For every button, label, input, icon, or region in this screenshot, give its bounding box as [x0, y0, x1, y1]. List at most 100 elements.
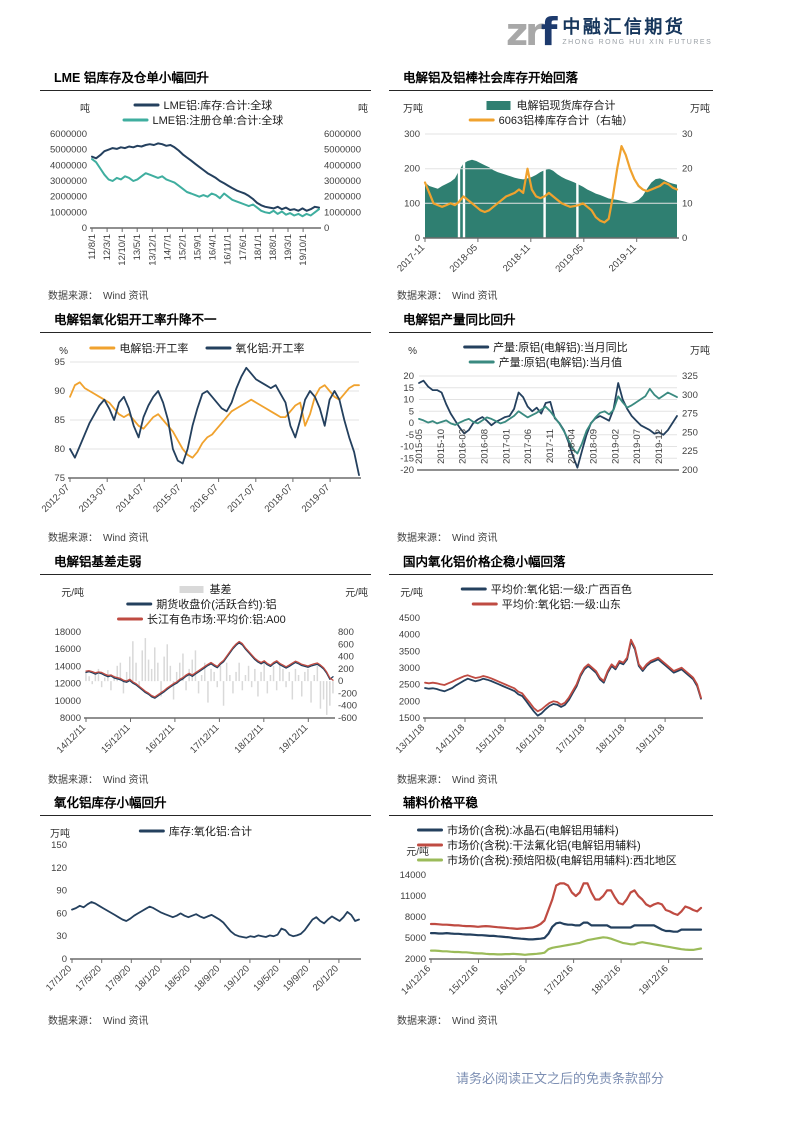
svg-text:600: 600	[338, 639, 354, 650]
svg-text:6000000: 6000000	[324, 129, 361, 140]
panel-alumina-price: 国内氧化铝价格企稳小幅回落 1500 2000 2500 3000 3500 4000 45…	[389, 554, 713, 786]
svg-text:-400: -400	[338, 701, 357, 712]
svg-text:10000: 10000	[55, 696, 81, 707]
source-label: 数据来源：	[48, 775, 98, 786]
svg-text:16/12/11: 16/12/11	[144, 722, 177, 755]
svg-text:产量:原铝(电解铝):当月值: 产量:原铝(电解铝):当月值	[499, 355, 622, 369]
source-label: 数据来源：	[397, 533, 447, 544]
svg-text:3500: 3500	[399, 646, 420, 657]
svg-text:300: 300	[682, 390, 698, 401]
company-logo: zrf 中融汇信期货 ZHONG RONG HUI XIN FUTURES	[506, 13, 712, 51]
logo-text: 中融汇信期货 ZHONG RONG HUI XIN FUTURES	[562, 14, 712, 46]
data-source: 数据来源： Wind 资讯	[40, 529, 371, 544]
svg-text:2017-06: 2017-06	[523, 429, 534, 464]
source-value: Wind 资讯	[103, 533, 149, 544]
source-label: 数据来源：	[48, 291, 98, 302]
svg-text:市场价(含税):冰晶石(电解铝用辅料): 市场价(含税):冰晶石(电解铝用辅料)	[447, 823, 619, 837]
svg-text:3000000: 3000000	[324, 176, 361, 187]
svg-text:16000: 16000	[55, 644, 81, 655]
company-name-cn: 中融汇信期货	[562, 17, 686, 37]
title-divider	[389, 815, 713, 816]
svg-text:12/10/1: 12/10/1	[117, 234, 128, 266]
svg-text:长江有色市场:平均价:铝:A00: 长江有色市场:平均价:铝:A00	[147, 612, 286, 626]
svg-text:18/9/20: 18/9/20	[192, 963, 222, 993]
svg-text:19/12/11: 19/12/11	[277, 722, 310, 755]
svg-text:4000000: 4000000	[50, 160, 87, 171]
svg-text:3000000: 3000000	[50, 176, 87, 187]
svg-text:800: 800	[338, 627, 354, 638]
svg-text:10: 10	[682, 198, 693, 209]
chart-operating-rate: 75 80 85 90 95 2012-07 2013-07 2014-07 2015-07 20…	[40, 338, 371, 526]
svg-text:200: 200	[404, 164, 420, 175]
svg-text:LME铝:注册仓单:合计:全球: LME铝:注册仓单:合计:全球	[153, 113, 284, 127]
svg-text:2015-05: 2015-05	[414, 429, 425, 464]
svg-text:14/12/11: 14/12/11	[55, 722, 88, 755]
svg-text:16/4/1: 16/4/1	[208, 234, 219, 260]
svg-text:15/11/18: 15/11/18	[474, 722, 507, 755]
source-value: Wind 资讯	[452, 291, 498, 302]
svg-text:250: 250	[682, 427, 698, 438]
svg-text:2017-01: 2017-01	[501, 429, 512, 464]
chart-auxiliary-price: 2000 5000 8000 11000 14000 14/12/16 15/12/16 16…	[389, 821, 713, 1009]
svg-text:3000: 3000	[399, 663, 420, 674]
svg-text:-10: -10	[400, 442, 414, 453]
panel-lme-inventory: LME 铝库存及仓单小幅回升 0 1000000 2000000 3000000 400…	[40, 70, 371, 302]
svg-text:5000: 5000	[405, 933, 426, 944]
svg-text:18/12/11: 18/12/11	[232, 722, 265, 755]
svg-text:19/9/20: 19/9/20	[281, 963, 311, 993]
svg-text:30: 30	[56, 931, 67, 942]
svg-text:4500: 4500	[399, 613, 420, 624]
panel-alumina-inventory: 氧化铝库存小幅回升 0 30 60 90 120 150 17/1/20 17/5/20 17/…	[40, 795, 371, 1027]
svg-text:0: 0	[324, 223, 329, 234]
svg-text:万吨: 万吨	[403, 102, 423, 115]
svg-text:2019-07: 2019-07	[300, 482, 332, 514]
svg-text:2017-11: 2017-11	[545, 429, 556, 463]
svg-text:0: 0	[415, 233, 420, 244]
source-value: Wind 资讯	[452, 775, 498, 786]
svg-text:2018-11: 2018-11	[501, 242, 533, 274]
svg-text:15/2/1: 15/2/1	[178, 234, 189, 260]
logo-zr: zr	[506, 10, 544, 54]
svg-text:5: 5	[409, 406, 414, 417]
svg-text:-200: -200	[338, 688, 357, 699]
svg-text:LME铝:库存:合计:全球: LME铝:库存:合计:全球	[164, 98, 273, 112]
svg-text:元/吨: 元/吨	[406, 845, 429, 858]
svg-text:19/10/1: 19/10/1	[298, 234, 309, 266]
svg-text:2015-10: 2015-10	[436, 429, 447, 464]
svg-text:150: 150	[51, 840, 67, 851]
svg-text:电解铝现货库存合计: 电解铝现货库存合计	[517, 98, 616, 112]
svg-text:1000000: 1000000	[50, 207, 87, 218]
chart-title: 电解铝基差走弱	[54, 555, 142, 569]
svg-text:13/5/1: 13/5/1	[132, 234, 143, 260]
svg-text:2017-07: 2017-07	[225, 482, 257, 514]
svg-text:225: 225	[682, 446, 698, 457]
svg-text:库存:氧化铝:合计: 库存:氧化铝:合计	[169, 824, 252, 838]
svg-text:18/11/18: 18/11/18	[594, 722, 627, 755]
svg-text:17/6/1: 17/6/1	[238, 234, 249, 260]
svg-text:19/12/16: 19/12/16	[637, 963, 671, 997]
chart-title: 电解铝产量同比回升	[403, 313, 516, 327]
data-source: 数据来源： Wind 资讯	[389, 771, 713, 786]
svg-text:16/11/18: 16/11/18	[514, 722, 547, 755]
chart-alumina-price: 1500 2000 2500 3000 3500 4000 4500 13/11/18 14/1…	[389, 580, 713, 768]
svg-text:120: 120	[51, 863, 67, 874]
svg-text:元/吨: 元/吨	[61, 586, 84, 599]
data-source: 数据来源： Wind 资讯	[40, 771, 371, 786]
svg-text:8000: 8000	[60, 713, 81, 724]
svg-text:17/1/20: 17/1/20	[44, 963, 74, 993]
svg-text:18/1/1: 18/1/1	[253, 234, 264, 260]
svg-text:400: 400	[338, 652, 354, 663]
chart-title: LME 铝库存及仓单小幅回升	[54, 71, 209, 85]
svg-text:2000: 2000	[405, 954, 426, 965]
svg-text:万吨: 万吨	[50, 827, 70, 840]
svg-text:17/9/20: 17/9/20	[103, 963, 133, 993]
chart-production: -20 -15 -10 -5 0 5 10 15 20 200 225 250 275 300 325 201…	[389, 338, 713, 526]
svg-text:17/12/16: 17/12/16	[542, 963, 576, 997]
svg-text:电解铝:开工率: 电解铝:开工率	[119, 341, 188, 355]
chart-alumina-inventory: 0 30 60 90 120 150 17/1/20 17/5/20 17/9/20 18/1/2…	[40, 821, 371, 1009]
svg-text:200: 200	[682, 465, 698, 476]
svg-text:13/11/18: 13/11/18	[394, 722, 427, 755]
svg-text:5000000: 5000000	[50, 145, 87, 156]
svg-text:2015-07: 2015-07	[151, 482, 183, 514]
